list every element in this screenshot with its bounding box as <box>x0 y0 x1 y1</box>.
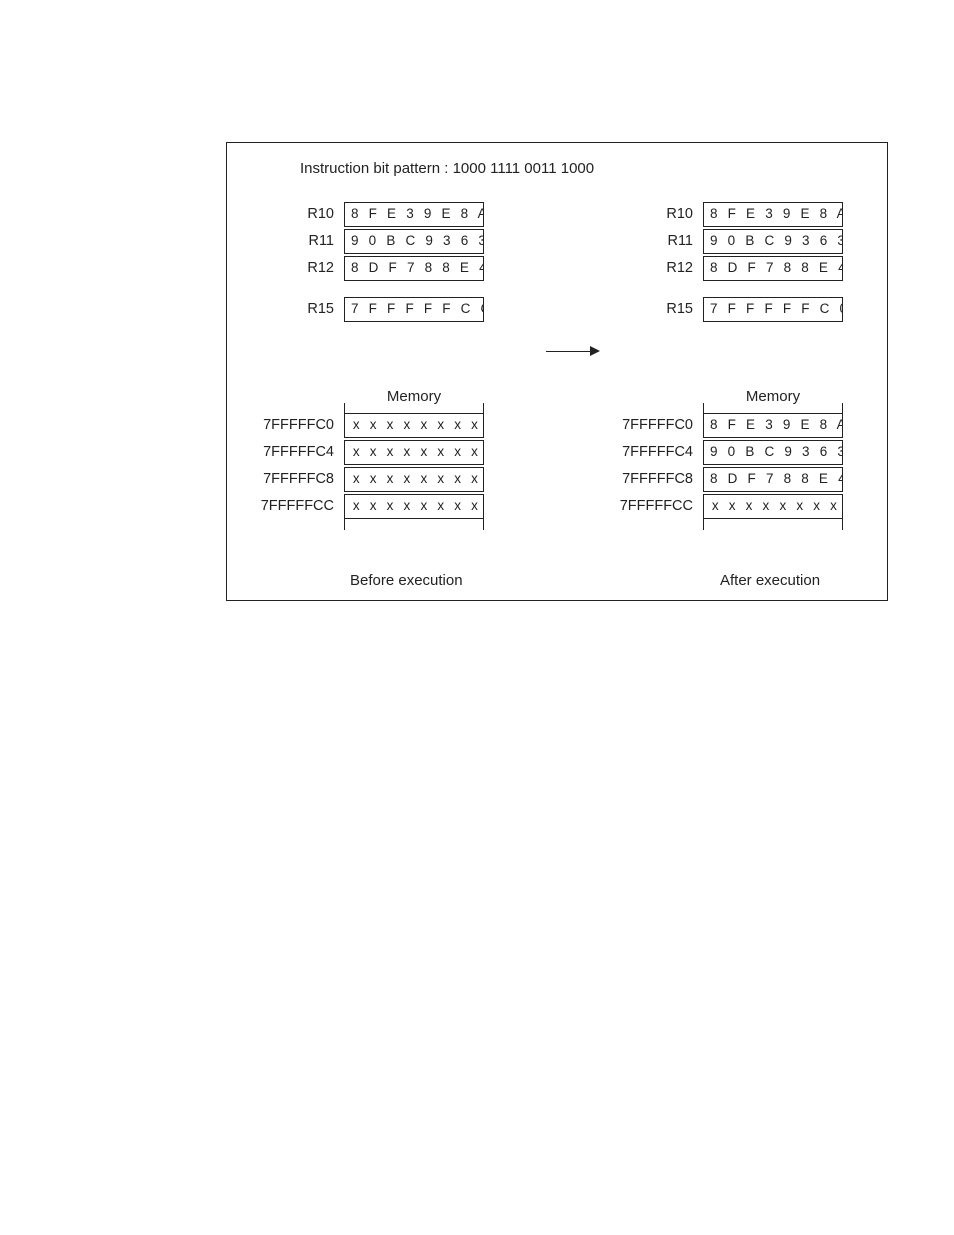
mem-stub <box>344 403 345 413</box>
mem-stub <box>842 518 843 530</box>
caption: Before execution <box>350 572 463 589</box>
mem-stub <box>842 403 843 413</box>
mem-value: 8 D F 7 8 8 E 4 <box>703 467 843 492</box>
mem-value: 9 0 B C 9 3 6 3 <box>703 440 843 465</box>
mem-addr: 7FFFFFCC <box>603 498 693 514</box>
arrow-head-icon <box>590 346 600 356</box>
reg-label: R11 <box>274 233 334 249</box>
mem-addr: 7FFFFFC0 <box>603 417 693 433</box>
memory-header: Memory <box>703 388 843 405</box>
mem-value: 8 F E 3 9 E 8 A <box>703 413 843 438</box>
reg-value: 9 0 B C 9 3 6 3 <box>344 229 484 254</box>
arrow-icon <box>546 351 590 352</box>
memory-header: Memory <box>344 388 484 405</box>
mem-value: x x x x x x x x <box>344 440 484 465</box>
instruction-title: Instruction bit pattern : 1000 1111 0011… <box>300 160 594 177</box>
mem-addr: 7FFFFFC4 <box>244 444 334 460</box>
mem-value: x x x x x x x x <box>344 413 484 438</box>
reg-value: 8 D F 7 8 8 E 4 <box>344 256 484 281</box>
reg-label: R11 <box>633 233 693 249</box>
reg-value: 8 F E 3 9 E 8 A <box>703 202 843 227</box>
reg-value: 7 F F F F F C C <box>344 297 484 322</box>
reg-label: R12 <box>274 260 334 276</box>
mem-addr: 7FFFFFCC <box>244 498 334 514</box>
reg-value: 7 F F F F F C 0 <box>703 297 843 322</box>
reg-label: R15 <box>274 301 334 317</box>
reg-value: 8 F E 3 9 E 8 A <box>344 202 484 227</box>
reg-label: R12 <box>633 260 693 276</box>
mem-addr: 7FFFFFC8 <box>244 471 334 487</box>
mem-addr: 7FFFFFC4 <box>603 444 693 460</box>
mem-stub <box>483 403 484 413</box>
reg-value: 8 D F 7 8 8 E 4 <box>703 256 843 281</box>
caption: After execution <box>720 572 820 589</box>
mem-stub <box>483 518 484 530</box>
mem-stub <box>344 518 345 530</box>
mem-addr: 7FFFFFC0 <box>244 417 334 433</box>
mem-value: x x x x x x x x <box>344 494 484 519</box>
mem-stub <box>703 518 704 530</box>
mem-value: x x x x x x x x <box>703 494 843 519</box>
reg-value: 9 0 B C 9 3 6 3 <box>703 229 843 254</box>
reg-label: R10 <box>633 206 693 222</box>
reg-label: R15 <box>633 301 693 317</box>
reg-label: R10 <box>274 206 334 222</box>
mem-value: x x x x x x x x <box>344 467 484 492</box>
mem-addr: 7FFFFFC8 <box>603 471 693 487</box>
mem-stub <box>703 403 704 413</box>
